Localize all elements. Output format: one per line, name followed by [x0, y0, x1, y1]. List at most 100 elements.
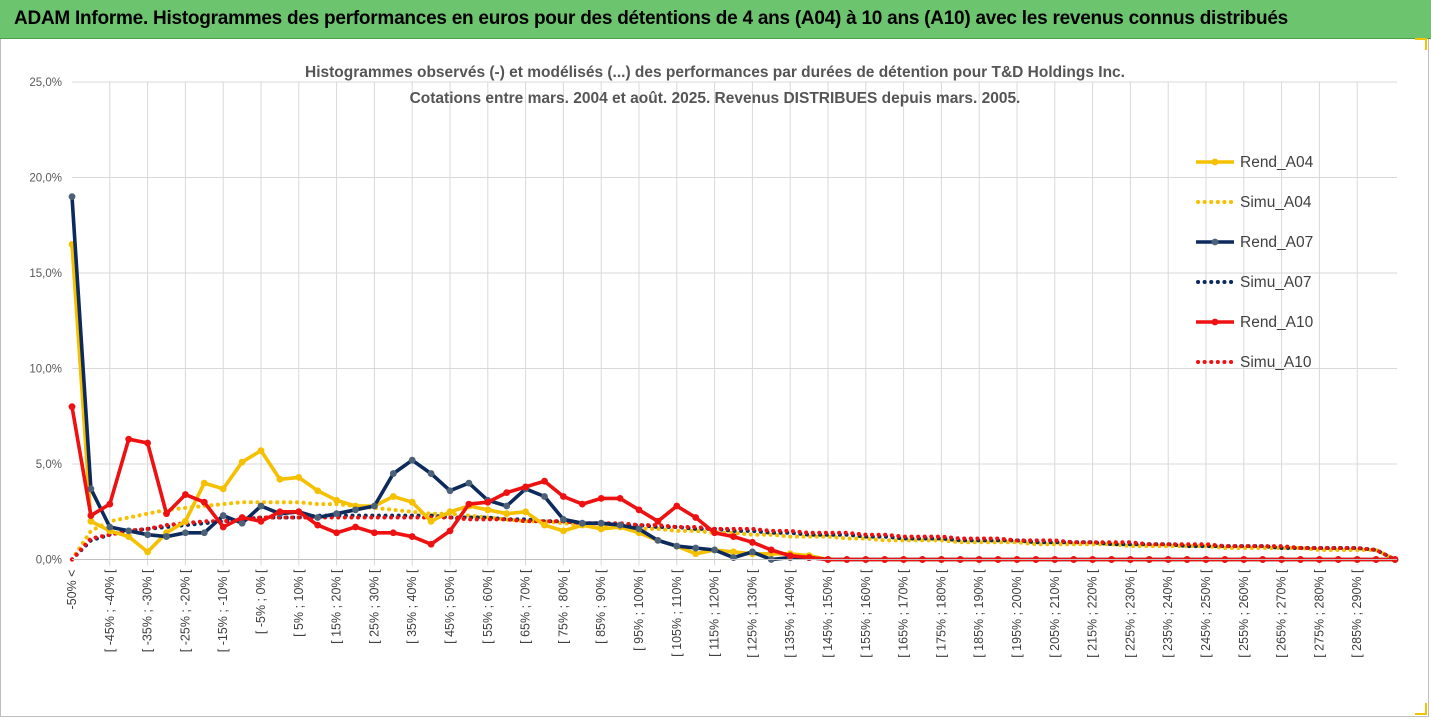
- series-layer: [68, 193, 1399, 563]
- data-point: [635, 525, 643, 533]
- data-point: [749, 538, 756, 546]
- data-point: [560, 527, 567, 535]
- legend-entry: Rend_A10: [1196, 314, 1314, 331]
- legend-label: Simu_A10: [1240, 354, 1312, 371]
- data-point: [786, 552, 794, 560]
- legend-entry: Rend_A07: [1196, 234, 1313, 251]
- y-tick-label: 20,0%: [29, 173, 62, 185]
- data-point: [578, 500, 586, 508]
- data-point: [389, 470, 397, 477]
- series-simu-a10: [70, 515, 1397, 562]
- data-point: [616, 494, 624, 502]
- data-point: [182, 491, 189, 498]
- x-tick-label: [ 145% ; 150% [: [821, 569, 835, 658]
- data-point: [200, 479, 208, 487]
- data-point: [560, 493, 567, 500]
- data-point: [314, 521, 322, 529]
- data-point: [427, 517, 435, 525]
- x-tick-label: [ 85% ; 90% [: [594, 569, 608, 644]
- data-point: [389, 529, 397, 537]
- data-point: [578, 519, 586, 527]
- x-tick-label: [ 95% ; 100% [: [632, 569, 646, 651]
- data-point: [295, 508, 303, 516]
- x-tick-label: [ 225% ; 230% [: [1123, 569, 1137, 658]
- data-point: [673, 542, 681, 550]
- data-point: [238, 458, 246, 466]
- data-point: [503, 510, 511, 518]
- data-point: [144, 548, 152, 556]
- x-tick-label: [ 175% ; 180% [: [934, 569, 948, 658]
- chart-title-line-2: Cotations entre mars. 2004 et août. 2025…: [409, 90, 1021, 107]
- data-point: [541, 521, 548, 529]
- data-point: [408, 533, 416, 540]
- data-point: [87, 512, 95, 519]
- x-tick-label: [ 65% ; 70% [: [519, 569, 533, 644]
- x-tick-label: [ 185% ; 190% [: [972, 569, 986, 658]
- data-point: [125, 435, 133, 443]
- legend-entry: Simu_A10: [1196, 354, 1312, 371]
- data-point: [560, 515, 567, 523]
- data-point: [182, 529, 189, 537]
- x-tick-label: [ 165% ; 170% [: [897, 569, 911, 658]
- data-point: [200, 498, 208, 506]
- series-line: [70, 244, 1395, 562]
- data-point: [730, 548, 737, 556]
- data-point: [257, 502, 265, 510]
- data-point: [68, 193, 76, 201]
- data-point: [692, 514, 700, 521]
- legend-label: Rend_A04: [1240, 154, 1314, 171]
- x-tick-label: [ 135% ; 140% [: [783, 569, 797, 658]
- data-point: [352, 523, 359, 531]
- legend-label: Rend_A10: [1240, 314, 1314, 331]
- data-point: [68, 403, 76, 411]
- data-point: [163, 533, 170, 540]
- data-point: [408, 498, 416, 506]
- series-rend-a07: [68, 193, 1399, 563]
- data-point: [219, 512, 227, 519]
- x-tick-label: [ 45% ; 50% [: [443, 569, 457, 644]
- data-point: [597, 525, 605, 533]
- legend-label: Simu_A07: [1240, 274, 1312, 291]
- x-tick-label: [ -45% ; -40% [: [103, 569, 117, 652]
- data-point: [238, 519, 246, 527]
- data-point: [522, 508, 529, 516]
- chart-legend: Rend_A04 Simu_A04 Rend_A07 Simu_A07 Rend_A10…: [1196, 154, 1314, 371]
- data-point: [446, 508, 454, 516]
- series-rend-a10: [68, 403, 1399, 563]
- data-point: [465, 479, 473, 487]
- legend-marker: [1211, 318, 1219, 326]
- x-tick-label: [ 195% ; 200% [: [1010, 569, 1024, 658]
- x-tick-label: [ 25% ; 30% [: [367, 569, 381, 644]
- report-title: ADAM Informe. Histogrammes des performan…: [14, 8, 1288, 29]
- data-point: [597, 494, 605, 502]
- data-point: [144, 439, 152, 447]
- x-tick-label: [ -5% ; 0% [: [254, 569, 268, 634]
- chart-title-line-1: Histogrammes observés (-) et modélisés (…: [305, 64, 1125, 81]
- data-point: [295, 473, 303, 481]
- x-tick-label: [ 245% ; 250% [: [1199, 569, 1213, 658]
- data-point: [711, 546, 718, 554]
- data-point: [503, 489, 511, 497]
- data-point: [541, 477, 548, 485]
- data-point: [333, 529, 340, 537]
- y-tick-label: 10,0%: [29, 364, 62, 376]
- y-tick-label: 0,0%: [36, 555, 62, 567]
- x-tick-label: -50% <: [65, 570, 79, 610]
- data-point: [219, 523, 227, 531]
- legend-label: Rend_A07: [1240, 234, 1313, 251]
- data-point: [465, 500, 473, 508]
- data-point: [597, 519, 605, 527]
- data-point: [692, 550, 700, 558]
- x-tick-label: [ 105% ; 110% [: [670, 569, 684, 657]
- data-point: [730, 533, 737, 540]
- data-point: [219, 485, 227, 493]
- data-point: [484, 498, 492, 506]
- data-point: [446, 527, 454, 535]
- corner-marker-top-right: [1415, 38, 1427, 50]
- data-point: [106, 500, 114, 508]
- x-tick-label: [ -35% ; -30% [: [141, 569, 155, 652]
- x-tick-label: [ 5% ; 10% [: [292, 569, 306, 637]
- data-point: [522, 483, 529, 491]
- data-point: [749, 548, 756, 556]
